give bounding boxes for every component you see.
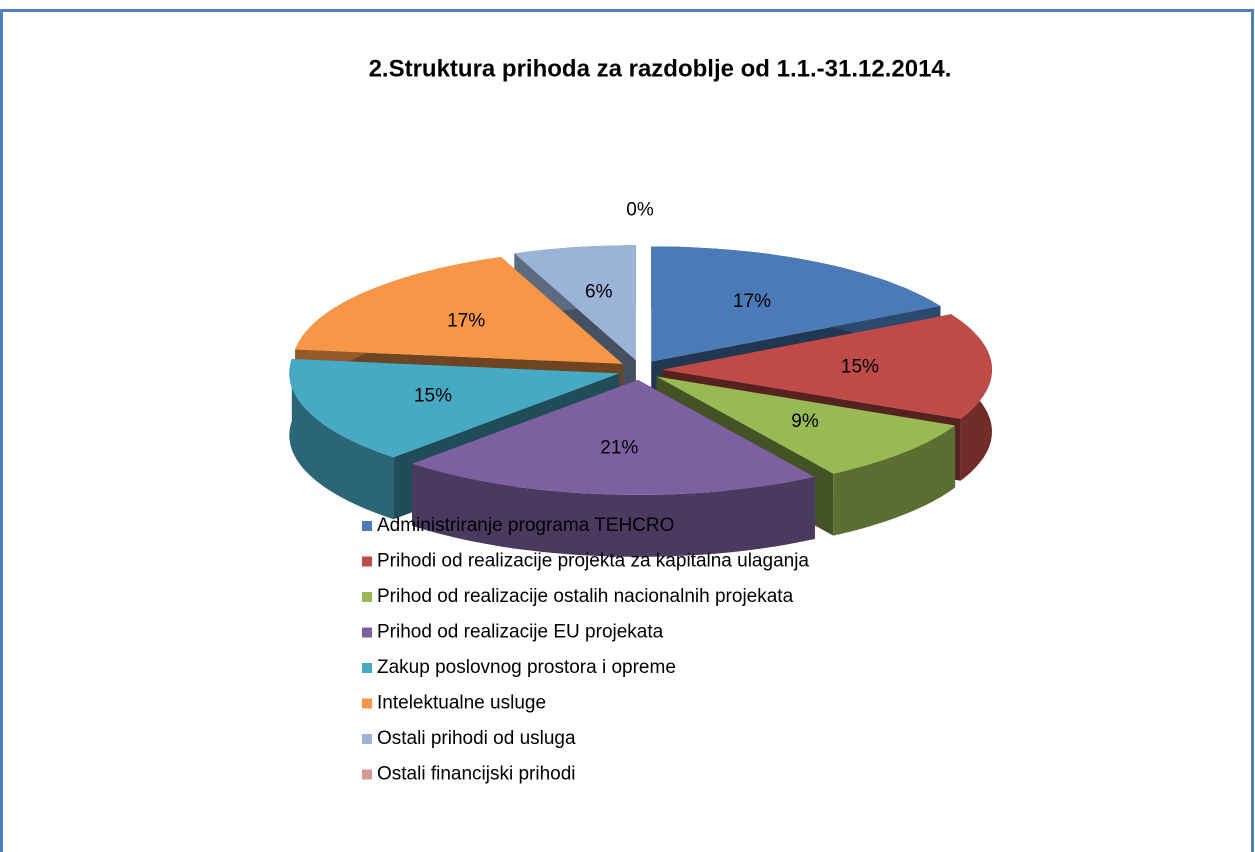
legend-swatch	[362, 663, 372, 673]
slice	[289, 358, 620, 458]
legend-label: Prihod od realizacije ostalih nacionalni…	[377, 586, 794, 607]
slice	[651, 246, 941, 362]
legend-swatch	[362, 521, 372, 531]
slice-outer-wall	[833, 425, 956, 536]
legend-swatch	[362, 769, 372, 780]
legend-label: Intelektualne usluge	[377, 693, 546, 714]
legend-label: Zakup poslovnog prostora i opreme	[377, 657, 676, 678]
legend-swatch	[362, 734, 372, 744]
data-label: 6%	[585, 282, 613, 303]
frame	[0, 9, 1254, 852]
legend-swatch	[362, 592, 372, 602]
slice	[412, 379, 815, 495]
legend-swatch	[362, 627, 372, 638]
slice-outer-wall	[289, 358, 394, 520]
slice	[295, 257, 623, 364]
legend-label: Administriranje programa TEHCRO	[377, 515, 674, 536]
data-label: 9%	[791, 411, 819, 432]
slice	[514, 245, 636, 361]
data-label: 17%	[733, 291, 771, 312]
data-label: 17%	[447, 311, 485, 332]
chart-title: 2.Struktura prihoda za razdoblje od 1.1.…	[369, 55, 952, 82]
legend-swatch	[362, 698, 372, 709]
data-label: 15%	[414, 386, 452, 407]
legend-label: Ostali financijski prihodi	[377, 764, 576, 785]
slice-outer-wall	[412, 463, 815, 557]
slice	[656, 376, 956, 474]
slice	[662, 314, 992, 419]
data-label: 0%	[626, 200, 654, 221]
data-label: 15%	[841, 357, 879, 378]
legend-label: Prihodi od realizacije projekta za kapit…	[377, 551, 809, 572]
legend-swatch	[362, 556, 372, 567]
data-label: 21%	[600, 438, 638, 459]
legend-label: Ostali prihodi od usluga	[377, 728, 576, 749]
legend-label: Prihod od realizacije EU projekata	[377, 622, 664, 643]
